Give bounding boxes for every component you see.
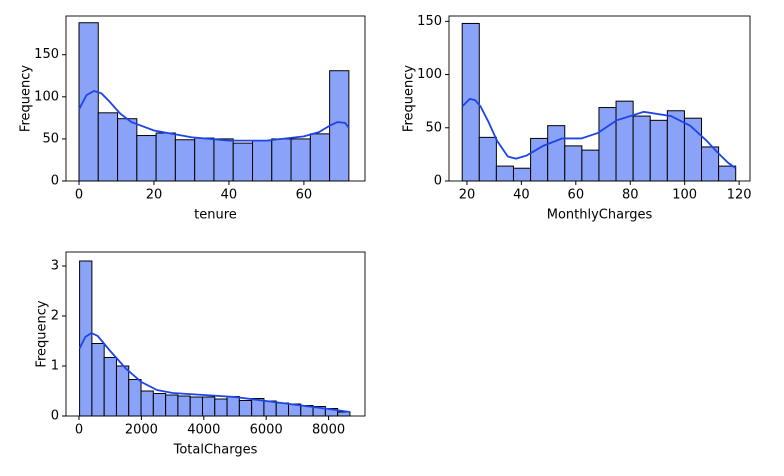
bar [581, 149, 600, 182]
bar [214, 398, 228, 417]
y-tick-label: 100 [34, 89, 59, 104]
bar [615, 100, 634, 182]
bar [79, 260, 93, 417]
bar [547, 125, 566, 182]
bar [128, 379, 142, 417]
plot-frame [65, 15, 366, 182]
x-axis-label: tenure [194, 208, 237, 223]
bar [115, 365, 130, 417]
bar [201, 396, 216, 417]
bar [165, 394, 179, 417]
y-tick-label: 150 [34, 47, 59, 62]
bar [232, 142, 254, 182]
y-tick-label: 0 [51, 174, 59, 189]
x-tick-label: 8000 [312, 423, 345, 438]
bar [136, 135, 157, 182]
bar [91, 343, 105, 417]
bar [103, 357, 117, 417]
bar [117, 118, 138, 182]
y-tick-label: 50 [42, 131, 59, 146]
bar [238, 400, 253, 417]
y-tick-label: 50 [425, 120, 442, 135]
histogram-panel: 0 2000 4000 6000 8000 0 1 2 3 TotalCharges Frequen… [35, 251, 366, 458]
bar [275, 402, 290, 417]
bar [189, 396, 203, 417]
y-axis-label: Frequency [35, 300, 50, 367]
x-tick-label: 40 [513, 188, 530, 203]
histogram-panel: 0 20 40 60 0 50 100 150 tenure Frequency [19, 15, 366, 223]
y-tick-label: 0 [434, 174, 442, 189]
y-tick-label: 1 [51, 359, 59, 374]
plot-frame [65, 251, 366, 417]
bar [598, 107, 617, 182]
bar [309, 133, 331, 182]
bar [263, 400, 277, 417]
bar [194, 137, 215, 182]
kde-line [78, 331, 351, 413]
y-axis-label: Frequency [19, 65, 34, 132]
x-axis-label: TotalCharges [173, 443, 258, 458]
x-tick-label: 6000 [250, 423, 283, 438]
bar [495, 165, 514, 182]
kde-line [461, 98, 737, 169]
bar [649, 119, 668, 182]
bar [252, 140, 273, 182]
x-tick-label: 80 [622, 188, 639, 203]
x-tick-label: 4000 [187, 423, 220, 438]
bar [271, 138, 292, 182]
y-tick-label: 0 [51, 409, 59, 424]
bar [152, 393, 167, 417]
y-tick-label: 100 [417, 67, 442, 82]
bar [97, 112, 119, 182]
x-axis-label: MonthlyCharges [547, 208, 653, 223]
bar [177, 395, 191, 417]
bar [512, 167, 532, 182]
x-tick-label: 60 [296, 188, 313, 203]
bar [155, 132, 176, 182]
y-axis-label: Frequency [402, 65, 417, 132]
x-tick-label: 0 [75, 188, 83, 203]
bar [564, 145, 583, 182]
bar [226, 396, 240, 417]
y-tick-label: 3 [51, 259, 59, 274]
bar [290, 138, 311, 182]
bar [213, 138, 234, 182]
bar [174, 139, 196, 182]
x-tick-label: 60 [568, 188, 585, 203]
bar [140, 390, 154, 417]
x-tick-label: 120 [727, 188, 752, 203]
bar [632, 115, 651, 182]
x-tick-label: 2000 [125, 423, 158, 438]
kde-line [78, 89, 350, 142]
bar [478, 136, 497, 182]
y-tick-label: 2 [51, 309, 59, 324]
bar [78, 22, 99, 182]
x-tick-label: 0 [75, 423, 83, 438]
bar [329, 70, 350, 182]
x-tick-label: 100 [672, 188, 697, 203]
bar [718, 165, 737, 182]
y-tick-label: 150 [417, 14, 442, 29]
x-tick-label: 20 [459, 188, 476, 203]
x-tick-label: 20 [146, 188, 163, 203]
plot-frame [448, 15, 751, 182]
x-tick-label: 40 [221, 188, 238, 203]
histogram-panel: 20 40 60 80 100 120 0 50 100 150 MonthlyCharges Fre… [402, 14, 752, 223]
